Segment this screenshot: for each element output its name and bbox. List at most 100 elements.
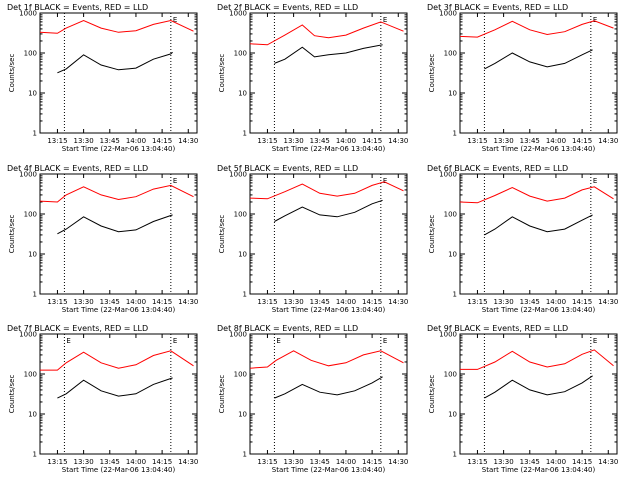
x-axis-label: Start Time (22-Mar-06 13:04:40) — [482, 145, 596, 153]
detector-panel-1: Det 1f BLACK = Events, RED = LLD 1 10 100 10… — [7, 3, 198, 153]
y-tick-label: 1 — [33, 451, 37, 459]
y-tick-label: 1000 — [439, 171, 457, 179]
y-tick-label: 1000 — [19, 10, 37, 18]
x-tick-label: 13:45 — [310, 137, 330, 145]
x-tick-label: 13:30 — [284, 137, 304, 145]
lld-series-line — [459, 20, 614, 38]
x-tick-label: 13:15 — [467, 298, 487, 306]
panel-title: Det 5f BLACK = Events, RED = LLD — [217, 164, 358, 173]
panel-title: Det 9f BLACK = Events, RED = LLD — [427, 324, 568, 333]
y-tick-label: 10 — [238, 90, 247, 98]
y-tick-label: 1 — [33, 291, 37, 299]
y-tick-label: 10 — [28, 251, 37, 259]
detector-panel-9: Det 9f BLACK = Events, RED = LLD 1 10 100 10… — [427, 324, 618, 474]
detector-panel-6: Det 6f BLACK = Events, RED = LLD 1 10 100 10… — [427, 164, 618, 314]
plot-frame — [249, 333, 408, 455]
x-tick-label: 13:45 — [520, 137, 540, 145]
x-tick-label: 13:30 — [74, 137, 94, 145]
y-tick-label: 1 — [243, 291, 247, 299]
y-axis-label: Counts/sec — [8, 215, 16, 254]
y-tick-label: 100 — [444, 211, 457, 219]
time-marker-label: E — [593, 177, 597, 185]
y-axis-label: Counts/sec — [8, 375, 16, 414]
events-series-line — [274, 44, 383, 64]
x-tick-label: 14:30 — [178, 298, 198, 306]
x-tick-label: 14:00 — [546, 137, 566, 145]
detector-panel-5: Det 5f BLACK = Events, RED = LLD 1 10 100 10… — [217, 164, 408, 314]
detector-panel-8: Det 8f BLACK = Events, RED = LLD 1 10 100 10… — [217, 324, 408, 474]
x-tick-label: 14:00 — [336, 298, 356, 306]
x-tick-label: 14:30 — [388, 298, 408, 306]
x-tick-label: 14:30 — [388, 137, 408, 145]
time-marker-label: E — [276, 337, 280, 345]
y-axis-label: Counts/sec — [218, 375, 226, 414]
y-tick-label: 100 — [24, 50, 37, 58]
events-series-line — [484, 49, 593, 70]
x-tick-label: 13:45 — [310, 458, 330, 466]
x-tick-label: 14:00 — [126, 298, 146, 306]
y-tick-label: 100 — [234, 211, 247, 219]
x-tick-label: 13:15 — [47, 298, 67, 306]
x-tick-label: 13:15 — [467, 458, 487, 466]
x-tick-label: 13:30 — [74, 458, 94, 466]
x-tick-label: 13:45 — [100, 137, 120, 145]
lld-series-line — [459, 186, 614, 204]
y-tick-label: 1 — [33, 130, 37, 138]
y-tick-label: 10 — [448, 90, 457, 98]
plot-frame — [459, 173, 618, 295]
y-tick-label: 100 — [444, 50, 457, 58]
x-tick-label: 14:15 — [362, 137, 382, 145]
x-tick-label: 14:30 — [388, 458, 408, 466]
panel-title: Det 4f BLACK = Events, RED = LLD — [7, 164, 148, 173]
y-tick-label: 10 — [448, 251, 457, 259]
x-axis-label: Start Time (22-Mar-06 13:04:40) — [272, 466, 386, 474]
time-marker-label: E — [173, 16, 177, 24]
plot-frame — [459, 333, 618, 455]
detector-panel-7: Det 7f BLACK = Events, RED = LLD 1 10 100 10… — [7, 324, 198, 474]
lld-series-line — [249, 181, 404, 200]
lld-series-line — [39, 19, 194, 34]
events-series-line — [274, 376, 383, 399]
y-tick-label: 100 — [24, 211, 37, 219]
x-tick-label: 13:15 — [257, 298, 277, 306]
x-tick-label: 14:15 — [362, 298, 382, 306]
x-tick-label: 13:30 — [494, 458, 514, 466]
y-tick-label: 1000 — [229, 171, 247, 179]
y-tick-label: 10 — [28, 90, 37, 98]
y-tick-label: 1000 — [439, 331, 457, 339]
x-tick-label: 14:30 — [178, 458, 198, 466]
plot-frame — [249, 173, 408, 295]
x-tick-label: 13:30 — [284, 298, 304, 306]
y-tick-label: 1000 — [19, 331, 37, 339]
plot-frame — [249, 12, 408, 134]
x-axis-label: Start Time (22-Mar-06 13:04:40) — [272, 306, 386, 314]
time-marker-label: E — [173, 177, 177, 185]
y-tick-label: 1 — [243, 451, 247, 459]
detector-panel-3: Det 3f BLACK = Events, RED = LLD 1 10 100 10… — [427, 3, 618, 153]
y-tick-label: 100 — [234, 50, 247, 58]
x-tick-label: 13:15 — [47, 137, 67, 145]
x-tick-label: 14:00 — [336, 137, 356, 145]
x-tick-label: 14:00 — [336, 458, 356, 466]
x-axis-label: Start Time (22-Mar-06 13:04:40) — [62, 306, 176, 314]
y-tick-label: 1000 — [229, 10, 247, 18]
y-axis-label: Counts/sec — [428, 375, 436, 414]
x-tick-label: 13:30 — [74, 298, 94, 306]
x-tick-label: 14:15 — [152, 137, 172, 145]
y-tick-label: 100 — [444, 371, 457, 379]
panel-title: Det 8f BLACK = Events, RED = LLD — [217, 324, 358, 333]
x-tick-label: 14:15 — [152, 298, 172, 306]
x-axis-label: Start Time (22-Mar-06 13:04:40) — [62, 145, 176, 153]
x-axis-label: Start Time (22-Mar-06 13:04:40) — [62, 466, 176, 474]
x-tick-label: 14:15 — [572, 298, 592, 306]
plot-frame — [39, 173, 198, 295]
y-axis-label: Counts/sec — [428, 54, 436, 93]
y-tick-label: 100 — [24, 371, 37, 379]
y-tick-label: 1000 — [229, 331, 247, 339]
panel-title: Det 7f BLACK = Events, RED = LLD — [7, 324, 148, 333]
events-series-line — [57, 51, 173, 74]
x-tick-label: 13:45 — [520, 298, 540, 306]
x-tick-label: 14:30 — [598, 298, 618, 306]
lld-series-line — [460, 349, 614, 370]
